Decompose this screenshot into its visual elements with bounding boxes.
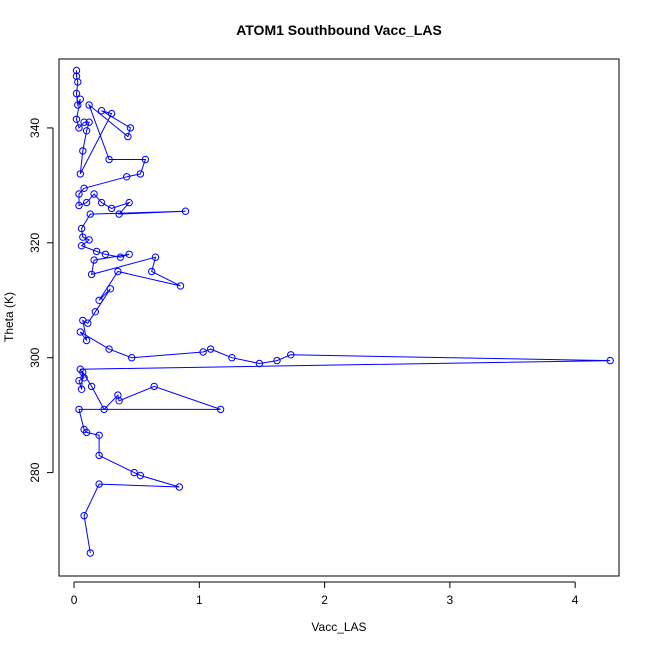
data-point — [199, 348, 207, 356]
data-point — [77, 242, 86, 250]
data-point — [79, 233, 87, 241]
data-point — [228, 354, 236, 362]
data-point — [80, 512, 88, 520]
data-point — [80, 118, 88, 126]
data-point — [75, 201, 83, 210]
y-axis-label: Theta (K) — [2, 292, 16, 342]
data-point — [95, 431, 103, 439]
data-point — [75, 377, 83, 385]
data-point — [92, 247, 101, 256]
data-point — [136, 170, 145, 178]
data-point — [273, 356, 281, 365]
data-point — [77, 385, 86, 393]
data-point — [100, 405, 108, 414]
data-point — [287, 351, 295, 359]
data-point — [86, 549, 95, 557]
data-point — [95, 451, 103, 460]
data-point — [141, 155, 150, 164]
data-point — [87, 382, 96, 391]
y-axis: 280 300 320 340 — [28, 118, 54, 483]
data-point — [76, 328, 85, 336]
x-tick-label: 2 — [321, 593, 328, 607]
data-point — [79, 316, 87, 325]
plot-frame — [58, 58, 620, 577]
x-tick-label: 4 — [572, 593, 579, 607]
data-point — [123, 173, 131, 181]
data-point — [87, 270, 96, 279]
data-point — [75, 405, 83, 414]
data-point — [136, 471, 145, 480]
data-point — [176, 282, 185, 290]
data-point — [76, 95, 85, 103]
data-point — [150, 382, 158, 391]
data-point — [76, 170, 85, 178]
x-tick-label: 3 — [447, 593, 454, 607]
data-point — [77, 224, 86, 233]
chart-title: ATOM1 Southbound Vacc_LAS — [236, 22, 442, 38]
data-point — [116, 253, 125, 261]
x-axis: 0 1 2 3 4 — [71, 581, 579, 607]
data-point — [82, 428, 91, 437]
data-point — [255, 359, 264, 368]
data-point — [95, 480, 103, 488]
data-point — [107, 204, 116, 213]
data-point — [85, 236, 93, 244]
data-point — [80, 184, 88, 193]
data-point — [91, 308, 100, 316]
data-point — [128, 354, 136, 362]
x-axis-label: Vacc_LAS — [311, 620, 366, 634]
data-point — [105, 345, 113, 353]
data-point — [75, 190, 83, 198]
data-point — [606, 356, 614, 365]
data-point — [82, 127, 91, 135]
data-point — [126, 124, 135, 132]
data-point — [125, 250, 133, 259]
data-point — [151, 253, 160, 261]
x-tick-label: 1 — [196, 593, 203, 607]
data-point — [115, 397, 123, 405]
data-point — [85, 101, 93, 109]
data-point — [95, 296, 103, 304]
y-tick-label: 340 — [28, 118, 42, 138]
data-point — [125, 198, 133, 207]
data-point — [106, 285, 115, 293]
data-point — [206, 345, 215, 353]
data-point — [90, 256, 98, 264]
series-line — [75, 70, 611, 554]
data-point — [97, 198, 106, 207]
data-point — [79, 147, 87, 155]
y-tick-label: 320 — [28, 232, 42, 252]
data-point — [114, 391, 122, 399]
data-point — [82, 198, 91, 207]
data-point — [114, 267, 122, 276]
y-tick-label: 280 — [28, 462, 42, 482]
data-point — [72, 66, 81, 75]
data-point — [105, 155, 113, 164]
data-point — [148, 267, 156, 276]
data-point — [85, 118, 93, 126]
data-point — [101, 250, 110, 259]
data-point — [75, 124, 83, 132]
data-point — [86, 210, 95, 218]
data-point — [79, 368, 87, 376]
data-point — [124, 132, 132, 141]
data-point — [181, 207, 190, 215]
series-layer — [72, 66, 614, 557]
data-point — [74, 78, 82, 86]
y-tick-label: 300 — [28, 347, 42, 367]
data-point — [130, 468, 138, 477]
data-point — [72, 115, 81, 124]
data-point — [175, 483, 184, 491]
data-point — [97, 107, 106, 115]
data-point — [115, 210, 123, 218]
data-point — [90, 190, 98, 198]
data-point — [82, 336, 91, 345]
data-point — [72, 89, 81, 98]
data-point — [107, 109, 116, 118]
data-point — [216, 405, 225, 414]
x-tick-label: 0 — [71, 593, 78, 607]
